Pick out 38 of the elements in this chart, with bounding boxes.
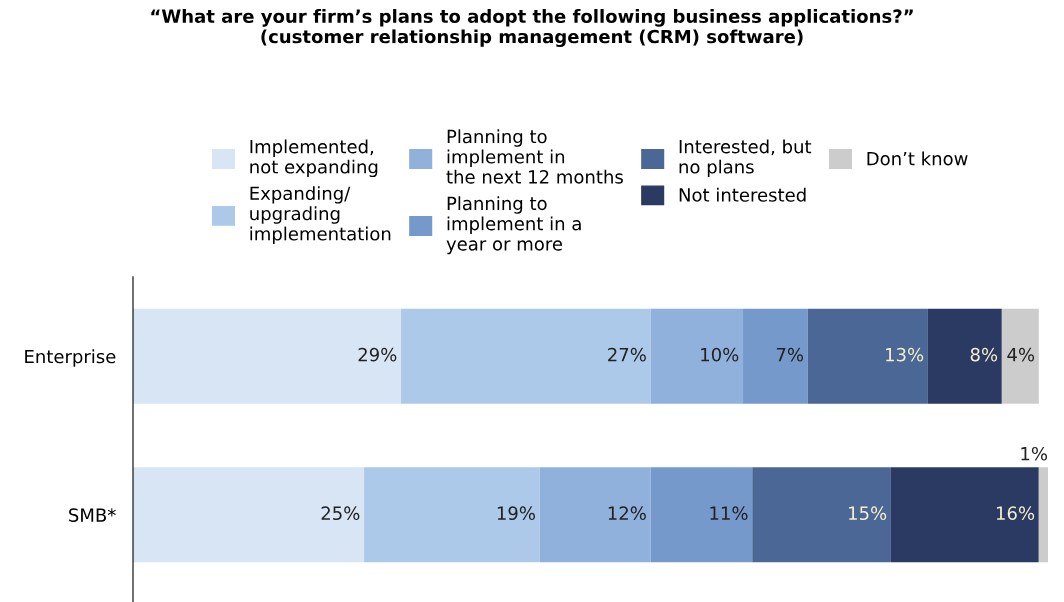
legend-label: Implemented, not expanding: [250, 139, 378, 178]
data-label: 7%: [776, 347, 804, 362]
bar: [650, 308, 744, 404]
data-label: 16%: [996, 506, 1035, 521]
data-label: 8%: [970, 347, 998, 362]
y-tick-label: SMB*: [69, 508, 116, 522]
data-label: 25%: [321, 506, 360, 521]
legend-label: Not interested: [679, 187, 806, 202]
legend-label: Planning to implement in a year or more: [446, 196, 581, 255]
data-label: 1%: [1021, 446, 1048, 461]
data-label: 15%: [849, 506, 887, 521]
data-label: 10%: [701, 347, 739, 362]
bar: [1038, 467, 1049, 563]
bar: [133, 467, 365, 563]
bar: [890, 467, 1039, 563]
data-label: 29%: [358, 347, 397, 362]
bar: [133, 308, 402, 404]
bar: [401, 308, 651, 404]
legend-label: Interested, but no plans: [679, 139, 812, 178]
data-label: 4%: [1007, 347, 1035, 362]
bar: [743, 308, 808, 404]
bar: [364, 467, 540, 563]
data-label: 12%: [608, 506, 646, 521]
chart-title: “What are your firm’s plans to adopt the following business applications?” (customer relationship management (CRM) software): [151, 9, 913, 47]
bar: [1001, 308, 1039, 404]
bar: [807, 308, 928, 404]
data-label: 27%: [608, 347, 646, 362]
data-label: 13%: [886, 347, 924, 362]
bar: [539, 467, 651, 563]
data-label: 19%: [497, 506, 535, 521]
legend-label: Expanding/ upgrading implementation: [250, 186, 391, 245]
legend-label: Don’t know: [867, 151, 968, 166]
legend-label: Planning to implement in the next 12 months: [446, 129, 623, 184]
bar: [927, 308, 1002, 404]
y-tick-label: Enterprise: [25, 349, 116, 367]
bar: [752, 467, 891, 563]
data-label: 11%: [710, 506, 748, 521]
bar: [650, 467, 753, 563]
